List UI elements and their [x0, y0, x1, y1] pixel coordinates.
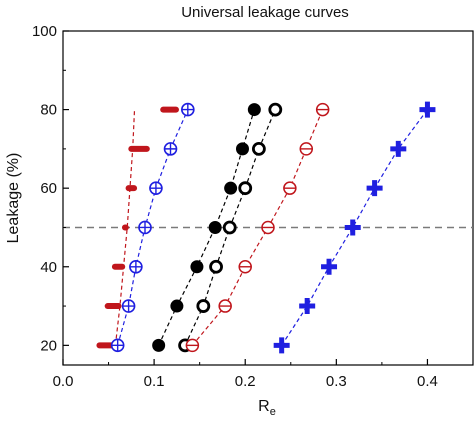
open-circle-marker [222, 220, 237, 235]
x-tick-label: 0.1 [144, 373, 165, 390]
circle-plus-cross [164, 142, 177, 155]
series-circle-plus [110, 102, 195, 353]
filled-circle-marker [208, 220, 222, 234]
x-tick-label: 0.2 [235, 373, 256, 390]
y-tick-label: 100 [32, 23, 57, 40]
filled-circle-marker [247, 103, 261, 117]
x-tick-label: 0.4 [417, 373, 438, 390]
filled-circle-marker [235, 142, 249, 156]
open-circle-marker [251, 141, 266, 156]
y-axis: 20 40 60 80 100 [32, 23, 69, 354]
plus-marker [321, 258, 338, 275]
open-circle-marker [268, 102, 283, 117]
plus-marker [299, 298, 316, 315]
circle-plus-cross [149, 182, 162, 195]
x-axis-label-main: R [258, 398, 270, 415]
circle-plus-cross [122, 300, 135, 313]
series-circle-filled [152, 103, 261, 352]
plot-frame [62, 30, 474, 366]
y-tick-label: 20 [40, 337, 57, 354]
circle-plus-cross [129, 260, 142, 273]
filled-circle-marker [152, 338, 166, 352]
y-tick-label: 40 [40, 259, 57, 276]
y-tick-label: 60 [40, 180, 57, 197]
series-bar [96, 106, 179, 349]
circle-plus-cross [139, 221, 151, 234]
x-tick-label: 0.0 [53, 373, 74, 390]
plus-marker [366, 180, 383, 197]
series-layer [96, 101, 436, 354]
chart-title: Universal leakage curves [181, 4, 349, 21]
x-axis: 0.0 0.1 0.2 0.3 0.4 [53, 359, 474, 390]
series-circle-open [178, 102, 283, 353]
x-axis-label: Re [258, 398, 276, 418]
y-axis-label: Leakage (%) [5, 153, 22, 244]
plus-marker [344, 219, 361, 236]
x-tick-label: 0.3 [326, 373, 347, 390]
y-tick-label: 80 [40, 102, 57, 119]
open-circle-marker [209, 259, 223, 274]
circle-plus-cross [181, 103, 194, 116]
open-circle-marker [196, 299, 211, 313]
series-circle-minus [185, 102, 330, 353]
plus-marker [390, 140, 407, 157]
plus-marker [419, 101, 436, 118]
open-circle-marker [238, 181, 253, 196]
x-axis-label-subscript: e [270, 406, 276, 418]
plus-marker [273, 337, 290, 354]
series-plus [273, 101, 436, 354]
filled-circle-marker [224, 181, 238, 195]
filled-circle-marker [190, 260, 204, 274]
filled-circle-marker [170, 299, 184, 313]
circle-plus-cross [111, 339, 124, 352]
